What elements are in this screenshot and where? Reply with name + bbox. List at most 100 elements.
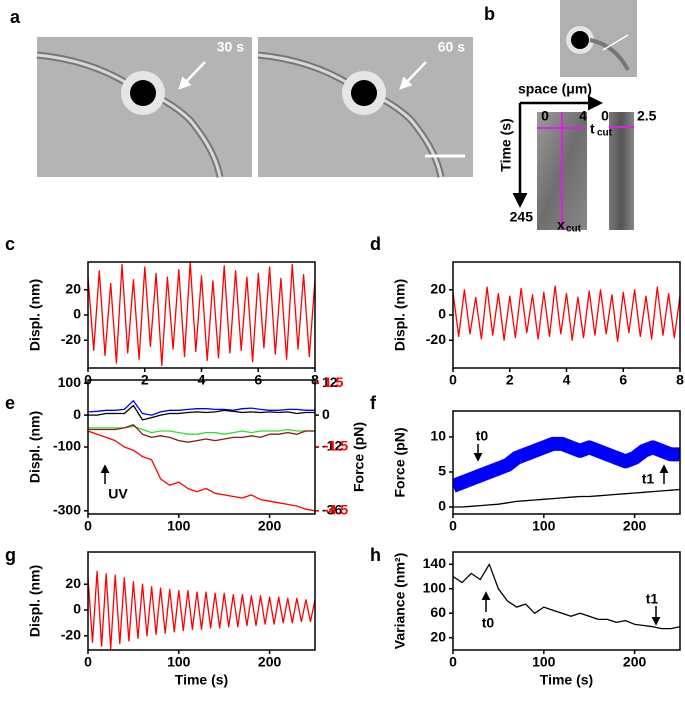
y2-axis-label: Force (pN) <box>351 422 367 492</box>
x-tick-label: 100 <box>167 654 191 670</box>
panel-label: e <box>5 393 15 413</box>
y-tick-label: 0 <box>73 306 81 322</box>
y2-tick-label: -12 <box>322 438 342 454</box>
tick-label: 245 <box>510 209 534 225</box>
x-axis-label: Time (s) <box>540 672 593 688</box>
x-axis-label: Time (s) <box>175 672 228 688</box>
annotation: t <box>590 121 595 137</box>
y2-tick-label: 1.5 <box>324 374 344 390</box>
panel-label: a <box>10 7 21 27</box>
line <box>453 563 680 630</box>
image-time: 30 s <box>217 39 244 55</box>
x-tick-label: 0 <box>449 518 457 534</box>
y-tick-label: 100 <box>423 579 447 595</box>
y-tick-label: 100 <box>58 374 82 390</box>
plot-frame <box>452 261 681 369</box>
y-tick-label: 5 <box>438 463 446 479</box>
micrograph: 60 s <box>257 37 473 178</box>
line <box>88 262 315 367</box>
plot-frame <box>87 379 316 515</box>
annotation: t1 <box>642 471 655 487</box>
y-tick-label: 20 <box>65 280 81 296</box>
panel-label: c <box>5 234 15 254</box>
tick-label: 2.5 <box>637 108 657 124</box>
annotation: t0 <box>482 615 495 631</box>
tick-label: 0 <box>541 108 549 124</box>
image-time: 60 s <box>438 39 465 55</box>
y-axis-label: Displ. (nm) <box>27 565 43 637</box>
y2-tick-label: -36 <box>322 502 342 518</box>
x-tick-label: 100 <box>532 654 556 670</box>
plot-frame <box>87 261 316 369</box>
axis-label: Time (s) <box>498 118 514 171</box>
y2-tick-label: 12 <box>322 374 338 390</box>
x-tick-label: 8 <box>676 372 684 388</box>
panel-label: d <box>370 234 381 254</box>
x-tick-label: 0 <box>84 518 92 534</box>
line <box>88 570 315 650</box>
x-tick-label: 0 <box>449 654 457 670</box>
y-tick-label: 20 <box>430 628 446 644</box>
y-tick-label: 60 <box>430 604 446 620</box>
x-tick-label: 6 <box>619 372 627 388</box>
line <box>88 425 315 435</box>
y-tick-label: 140 <box>423 555 447 571</box>
y-tick-label: 20 <box>65 575 81 591</box>
y-tick-label: -20 <box>61 627 81 643</box>
x-tick-label: 4 <box>563 372 571 388</box>
annotation: t0 <box>476 428 489 444</box>
annotation: x <box>557 217 565 233</box>
y2-tick-label: 0 <box>322 406 330 422</box>
y-tick-label: 20 <box>430 280 446 296</box>
kymograph <box>537 112 634 230</box>
x-tick-label: 200 <box>623 518 647 534</box>
x-tick-label: 200 <box>258 654 282 670</box>
annotation: t1 <box>646 591 659 607</box>
panel-label: f <box>370 393 377 413</box>
y-tick-label: 0 <box>438 498 446 514</box>
line <box>88 424 315 443</box>
annotation: UV <box>108 486 128 502</box>
x-tick-label: 100 <box>167 518 191 534</box>
plot-frame <box>452 410 681 515</box>
x-tick-label: 2 <box>506 372 514 388</box>
line <box>453 285 680 343</box>
y-axis-label: Variance (nm²) <box>392 553 408 649</box>
panel-label: g <box>5 545 16 565</box>
panel-label: b <box>484 4 495 24</box>
tick-label: 4 <box>579 108 587 124</box>
y2-tick-label: -1.5 <box>324 438 348 454</box>
y-axis-label: Displ. (nm) <box>27 411 43 483</box>
line <box>88 430 315 512</box>
y-tick-label: 0 <box>73 406 81 422</box>
plot-frame <box>452 551 681 651</box>
annotation: cut <box>566 224 582 235</box>
line <box>88 400 315 416</box>
panel-label: h <box>370 545 381 565</box>
y-tick-label: -300 <box>53 502 81 518</box>
plot-frame <box>87 551 316 651</box>
y-axis-label: Displ. (nm) <box>27 279 43 351</box>
y-axis-label: Displ. (nm) <box>392 279 408 351</box>
y-tick-label: -20 <box>426 331 446 347</box>
y2-tick-label: -4.5 <box>324 502 348 518</box>
axis-label: space (μm) <box>518 81 592 97</box>
y-tick-label: 0 <box>73 601 81 617</box>
line <box>453 488 680 508</box>
y-tick-label: -100 <box>53 438 81 454</box>
x-tick-label: 200 <box>258 518 282 534</box>
y-tick-label: 10 <box>430 428 446 444</box>
line <box>88 404 315 421</box>
y-tick-label: -20 <box>61 331 81 347</box>
micrograph-inset <box>560 0 637 77</box>
annotation: cut <box>597 128 613 139</box>
x-tick-label: 0 <box>84 654 92 670</box>
band <box>453 436 680 493</box>
y-tick-label: 0 <box>438 306 446 322</box>
y-axis-label: Force (pN) <box>392 428 408 498</box>
x-tick-label: 0 <box>449 372 457 388</box>
tick-label: 0 <box>601 108 609 124</box>
x-tick-label: 100 <box>532 518 556 534</box>
x-tick-label: 200 <box>623 654 647 670</box>
